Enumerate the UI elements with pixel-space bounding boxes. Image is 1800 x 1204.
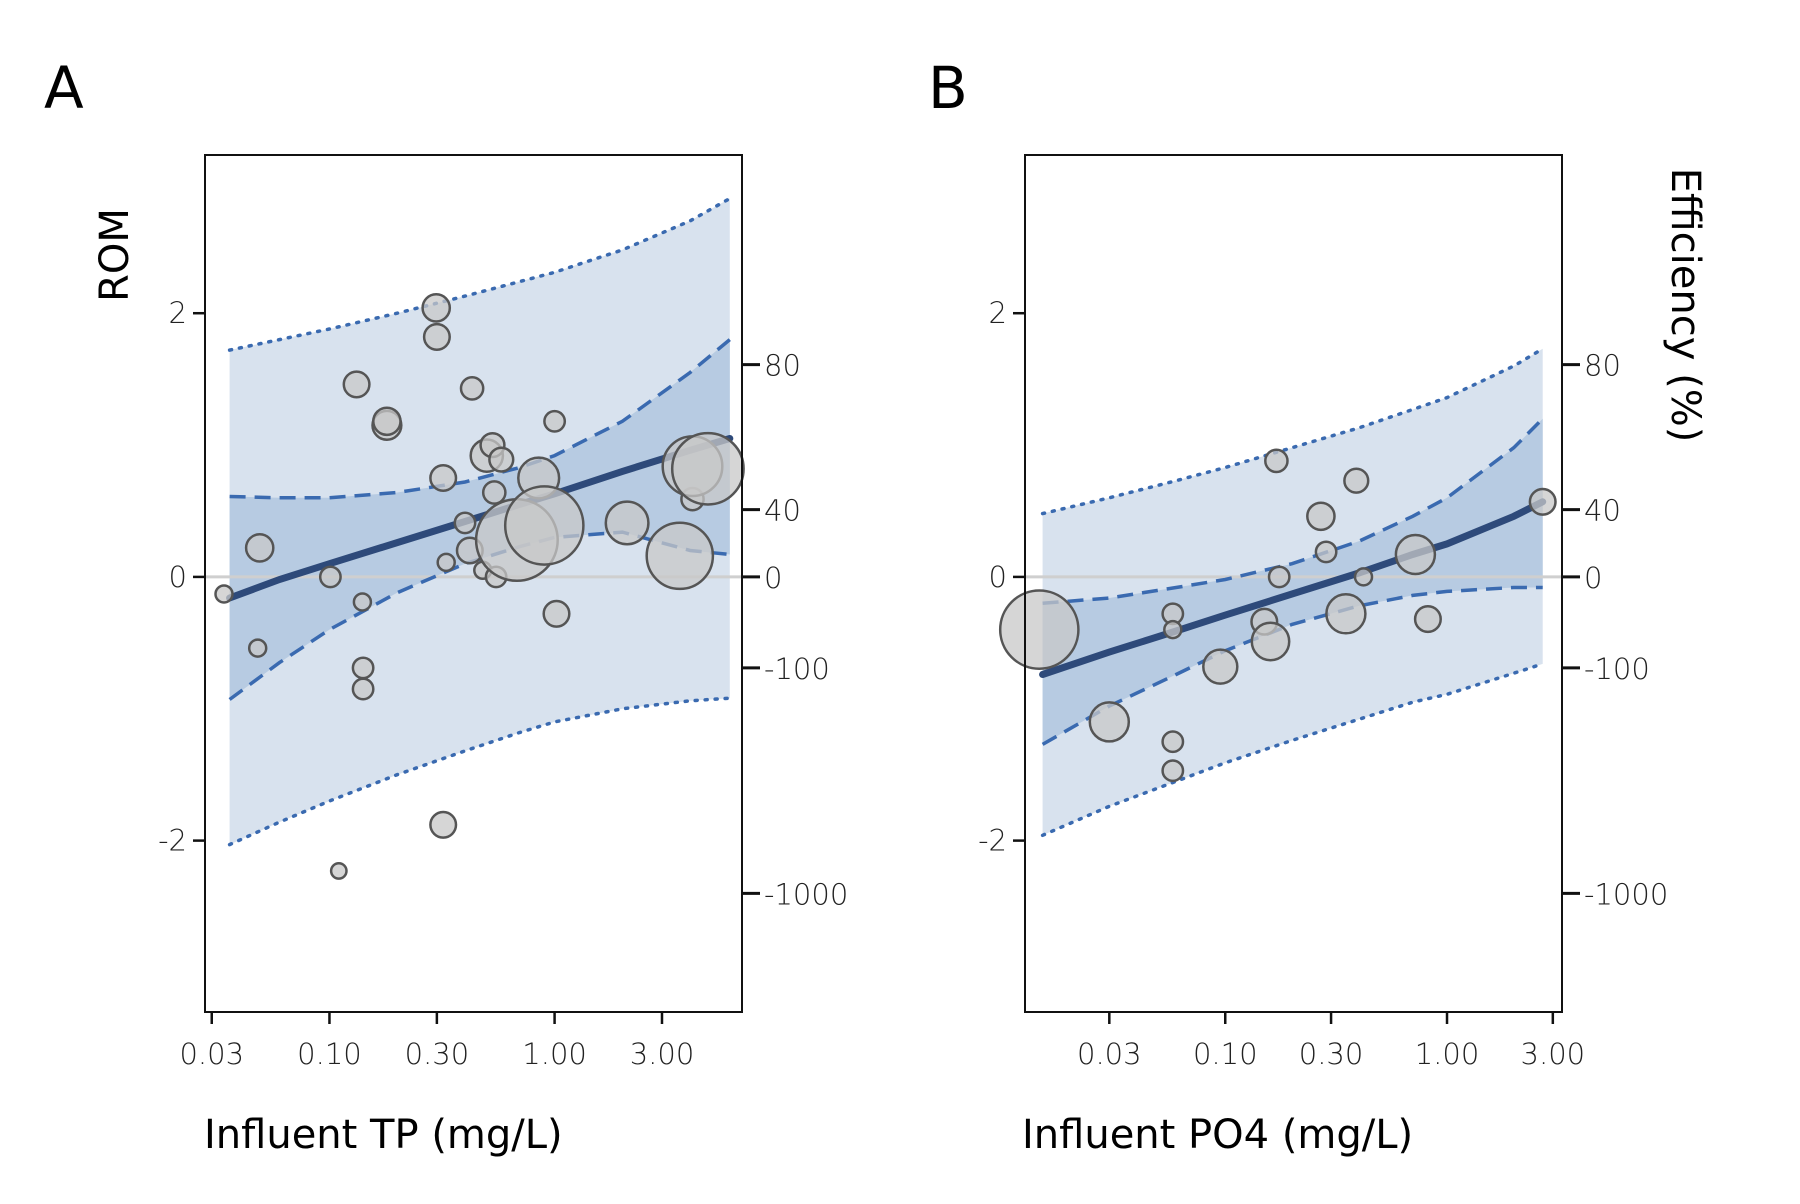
data-point	[421, 293, 452, 323]
data-point	[329, 861, 348, 880]
data-point	[1394, 533, 1437, 576]
data-point	[351, 677, 375, 701]
data-point	[214, 584, 234, 604]
panel-b: 0.03 0.10 0.30 1.00 3.00 -2 0 2 80 40 0 -100 -1000	[978, 154, 1668, 1071]
y2-tick-label: -1000	[764, 877, 848, 911]
data-point	[998, 589, 1080, 670]
data-point	[1161, 730, 1185, 754]
data-point	[503, 485, 585, 566]
data-point	[429, 463, 458, 493]
data-point	[1267, 565, 1291, 589]
data-point	[247, 638, 268, 658]
y-tick-label: 0	[989, 560, 1007, 594]
panel-a: 0.03 0.10 0.30 1.00 3.00 -2 0 2 80 40 0 -100 -1000	[158, 154, 848, 1071]
data-point	[429, 810, 458, 839]
confidence-upper-line	[229, 338, 731, 500]
confidence-band	[1042, 418, 1543, 745]
y-tick-label: 2	[989, 296, 1007, 330]
prediction-upper-line	[1040, 347, 1545, 516]
data-point	[1163, 619, 1183, 640]
data-point	[436, 552, 456, 573]
x-tick-label: 0.03	[1077, 1037, 1142, 1071]
x-tick-label: 0.10	[297, 1037, 362, 1071]
data-point	[318, 565, 342, 589]
data-point	[1353, 567, 1374, 587]
data-point	[352, 592, 373, 612]
data-point	[453, 511, 477, 535]
plot-frame	[1024, 154, 1563, 1013]
x-tick-label: 3.00	[630, 1037, 695, 1071]
data-point	[481, 480, 507, 505]
data-point	[244, 533, 275, 563]
x-tick-label: 1.00	[522, 1037, 587, 1071]
x-tick-label: 1.00	[1415, 1037, 1480, 1071]
y-tick-label: 0	[169, 560, 187, 594]
y2-tick-label: 0	[1584, 561, 1602, 595]
x-tick-label: 0.30	[405, 1037, 470, 1071]
data-point	[1314, 540, 1338, 564]
y2-tick-label: 40	[1584, 494, 1621, 528]
x-tick-label: 0.30	[1299, 1037, 1364, 1071]
data-point	[372, 406, 402, 437]
x-axis-title-a: Influent TP (mg/L)	[204, 1112, 563, 1158]
data-point	[604, 500, 650, 546]
y2-axis-title-b: Efficiency (%)	[1662, 168, 1708, 443]
y2-tick-label: 0	[764, 561, 782, 595]
data-point	[1413, 605, 1442, 634]
x-tick-label: 0.03	[179, 1037, 244, 1071]
data-point	[351, 656, 375, 680]
data-point	[670, 431, 745, 506]
data-point	[342, 370, 371, 399]
data-point	[542, 599, 571, 628]
y-tick-label: 2	[169, 296, 187, 330]
data-point	[459, 376, 485, 401]
data-point	[422, 322, 451, 351]
y-tick-label: -2	[158, 824, 187, 858]
y2-tick-label: -1000	[1584, 877, 1668, 911]
data-point	[488, 446, 515, 473]
prediction-lower-line	[227, 696, 732, 847]
x-axis-title-b: Influent PO4 (mg/L)	[1022, 1112, 1413, 1158]
x-tick-label: 0.10	[1193, 1037, 1258, 1071]
panel-letter-b: B	[928, 54, 968, 122]
panel-letter-a: A	[44, 54, 84, 122]
y2-tick-label: 40	[764, 494, 801, 528]
y2-tick-label: -100	[764, 652, 830, 686]
data-point	[1250, 621, 1291, 662]
data-point	[645, 521, 715, 591]
y2-tick-label: -100	[1584, 652, 1650, 686]
data-point	[1325, 593, 1367, 635]
y-axis-title-a: ROM	[92, 208, 138, 302]
y2-tick-label: 80	[1584, 349, 1621, 383]
data-point	[1264, 448, 1289, 474]
data-point	[543, 409, 567, 433]
regression-line	[1039, 498, 1547, 678]
data-point	[1088, 701, 1131, 743]
data-point	[1528, 487, 1557, 516]
data-point	[1161, 759, 1185, 783]
data-point	[1202, 648, 1239, 685]
plot-frame	[204, 154, 743, 1013]
data-point	[1343, 467, 1370, 494]
data-point	[1306, 501, 1336, 532]
prediction-upper-line	[227, 196, 732, 352]
y2-tick-label: 80	[764, 349, 801, 383]
y-tick-label: -2	[978, 824, 1007, 858]
prediction-lower-line	[1040, 662, 1545, 838]
x-tick-label: 3.00	[1521, 1037, 1586, 1071]
